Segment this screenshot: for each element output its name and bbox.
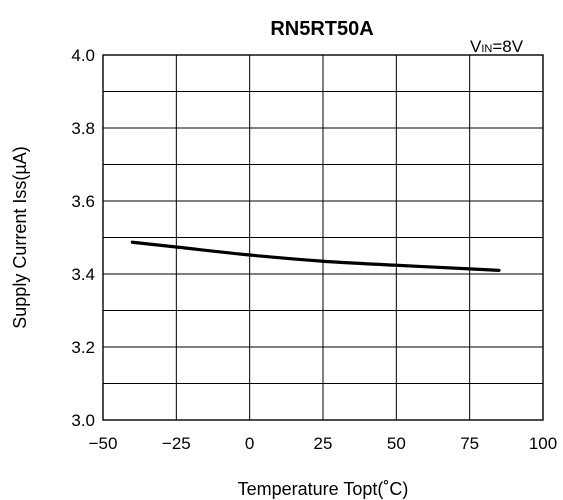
x-tick-label: 75 — [460, 434, 479, 453]
x-tick-label: 50 — [387, 434, 406, 453]
chart-title: RN5RT50A — [270, 18, 373, 40]
y-tick-label: 3.0 — [71, 411, 95, 430]
condition-annotation: VIN=8V — [470, 37, 524, 56]
annotation-subscript: IN — [481, 43, 492, 55]
x-tick-label: 0 — [245, 434, 254, 453]
y-tick-label: 3.6 — [71, 192, 95, 211]
y-tick-label: 3.4 — [71, 265, 95, 284]
supply-current-curve — [130, 240, 501, 272]
annotation-suffix: =8V — [492, 37, 523, 56]
y-axis-label: Supply Current Iss(µA) — [10, 146, 30, 328]
y-tick-labels: 3.0 3.2 3.4 3.6 3.8 4.0 — [71, 46, 95, 430]
y-tick-label: 3.2 — [71, 338, 95, 357]
annotation-main: V — [470, 37, 482, 56]
x-tick-labels: −50 −25 0 25 50 75 100 — [89, 434, 558, 453]
x-axis-label: Temperature Topt(˚C) — [238, 479, 409, 499]
x-tick-label: 25 — [314, 434, 333, 453]
grid — [103, 55, 543, 420]
plot-frame — [102, 54, 544, 421]
y-tick-label: 3.8 — [71, 119, 95, 138]
series-layer — [130, 240, 501, 272]
y-tick-label: 4.0 — [71, 46, 95, 65]
x-tick-label: −50 — [89, 434, 118, 453]
x-tick-label: 100 — [529, 434, 557, 453]
x-tick-label: −25 — [162, 434, 191, 453]
